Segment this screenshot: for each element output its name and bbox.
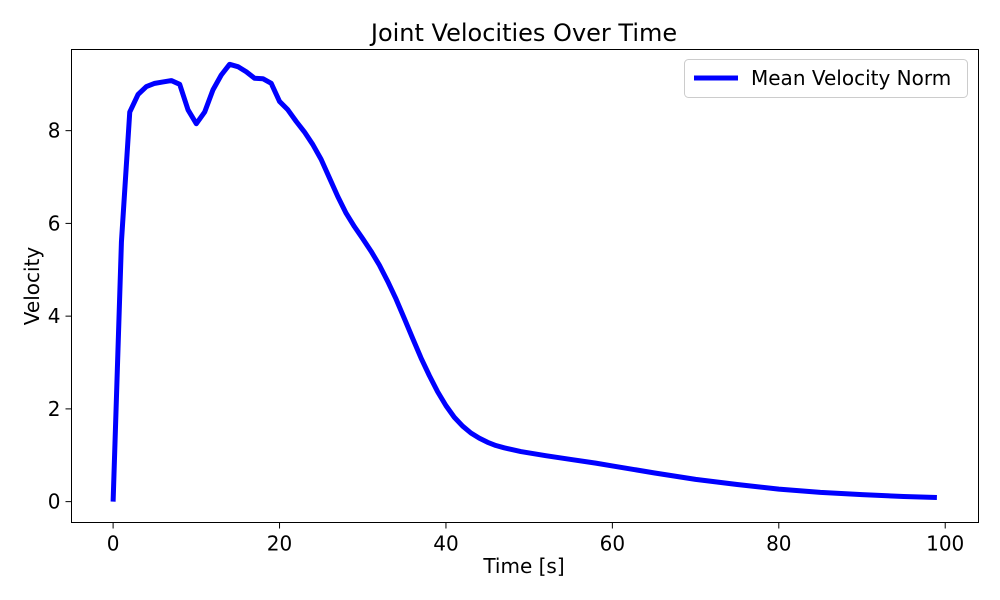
y-tick-label: 6	[48, 211, 61, 235]
series-line-0	[110, 61, 937, 502]
legend: Mean Velocity Norm	[684, 59, 968, 98]
y-tick-label: 4	[48, 304, 61, 328]
x-tick-label: 80	[766, 532, 791, 556]
x-axis-label: Time [s]	[482, 554, 564, 578]
y-tick-label: 8	[48, 119, 61, 143]
x-tick-label: 40	[433, 532, 458, 556]
legend-label: Mean Velocity Norm	[751, 66, 951, 90]
y-tick-label: 2	[48, 397, 61, 421]
y-tick-label: 0	[48, 490, 61, 514]
x-tick-label: 60	[600, 532, 625, 556]
y-axis-label: Velocity	[20, 247, 44, 326]
x-tick-label: 100	[926, 532, 964, 556]
plot-frame	[71, 49, 979, 523]
x-tick-label: 20	[267, 532, 292, 556]
legend-frame	[684, 59, 968, 98]
chart-title: Joint Velocities Over Time	[369, 19, 677, 47]
x-tick-label: 0	[107, 532, 120, 556]
